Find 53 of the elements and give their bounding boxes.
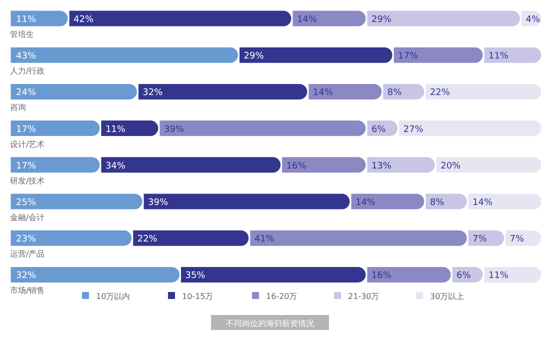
data-label: 14% — [312, 88, 334, 98]
legend-label: 30万以上 — [430, 292, 464, 301]
data-label: 39% — [164, 124, 184, 135]
data-label: 14% — [296, 15, 318, 25]
data-label: 7% — [472, 234, 488, 245]
data-label: 6% — [371, 124, 386, 135]
data-label: 17% — [16, 124, 36, 135]
data-label: 22% — [430, 88, 450, 98]
data-label: 29% — [371, 15, 392, 25]
y-tick-label: 金融/会计 — [10, 213, 45, 222]
data-label: 8% — [430, 198, 445, 208]
data-label: 35% — [185, 271, 206, 282]
y-tick-label: 管培生 — [10, 30, 34, 39]
data-label: 42% — [74, 15, 94, 25]
y-tick-label: 研发/技术 — [10, 176, 45, 186]
legend-label: 10-15万 — [182, 292, 214, 301]
data-label: 4% — [526, 15, 540, 25]
data-label: 16% — [371, 271, 392, 282]
data-label: 32% — [16, 271, 36, 282]
data-label: 16% — [286, 161, 307, 172]
data-label: 11% — [16, 15, 36, 25]
data-label: 14% — [355, 198, 376, 208]
data-label: 13% — [371, 161, 392, 172]
legend-label: 21-30万 — [348, 292, 380, 301]
legend-label: 16-20万 — [266, 292, 298, 301]
data-label: 24% — [16, 88, 36, 98]
data-label: 27% — [403, 124, 424, 135]
data-label: 23% — [16, 234, 36, 245]
data-label: 6% — [456, 271, 472, 282]
y-tick-label: 人力/行政 — [10, 66, 45, 76]
data-label: 17% — [16, 161, 36, 172]
legend-label: 10万以内 — [96, 292, 130, 301]
data-label: 41% — [254, 234, 275, 245]
data-label: 39% — [148, 198, 168, 208]
data-label: 7% — [510, 234, 524, 245]
y-tick-label: 市场/销售 — [10, 286, 45, 296]
data-label: 29% — [244, 52, 264, 62]
text: 不同岗位的海归薪资情况 — [226, 319, 314, 328]
data-label: 32% — [142, 88, 164, 98]
data-label: 11% — [488, 271, 509, 282]
y-tick-label: 设计/艺术 — [10, 140, 45, 149]
data-label: 11% — [488, 52, 509, 62]
data-label: 17% — [398, 52, 418, 62]
data-label: 20% — [440, 161, 462, 172]
data-label: 34% — [105, 161, 126, 172]
data-label: 11% — [105, 124, 126, 135]
data-label: 14% — [472, 198, 493, 208]
data-label: 43% — [16, 52, 36, 62]
y-tick-label: 咨询 — [10, 103, 26, 112]
y-tick-label: 运营/产品 — [10, 250, 45, 259]
data-label: 22% — [137, 234, 158, 245]
data-label: 25% — [16, 198, 36, 208]
data-label: 8% — [387, 88, 402, 98]
